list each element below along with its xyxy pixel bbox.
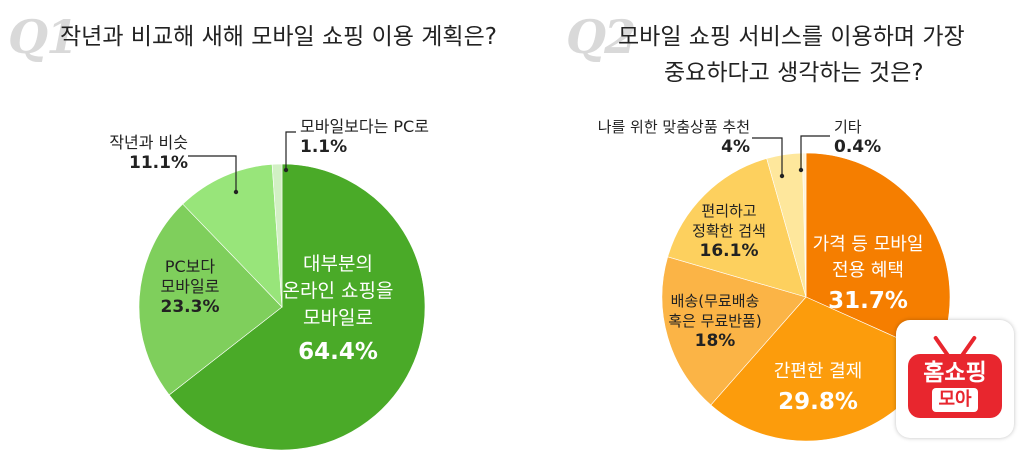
home-shopping-moa-logo: 홈쇼핑 모아 [896,320,1014,438]
q2-slice-label-5-line-1: 나를 위한 맞춤상품 추천 [598,118,750,136]
q2-slice-6 [802,152,807,298]
q1-slice-label-2-line-1: PC보다 [165,257,216,276]
q1-slice-label-1-line-1: 대부분의 [303,253,373,275]
q1-slice-value-4: 1.1% [300,137,347,157]
logo-text-line2: 모아 [932,388,978,412]
q1-leader-dot-3 [233,189,239,195]
q2-badge: Q2 [566,10,636,64]
q2-slice-label-2-line-1: 간편한 결제 [774,361,863,382]
q1-slice-4 [271,163,283,308]
q1-title: 작년과 비교해 새해 모바일 쇼핑 이용 계획은? [60,24,497,50]
q2-title-line2: 중요하다고 생각하는 것은? [664,60,924,86]
q2-slice-label-4-line-2: 정확한 검색 [692,222,766,240]
q2-slice-value-1: 31.7% [828,288,908,314]
q1-slice-label-3-line-1: 작년과 비슷 [109,133,188,152]
q1-slices [138,163,426,450]
q1-slice-label-1-line-2: 온라인 쇼핑을 [283,280,394,302]
q2-slice-label-1-line-1: 가격 등 모바일 [813,234,924,255]
q2-slice-value-5: 4% [721,137,750,157]
q2-slice-3 [661,256,807,406]
logo-text-line1: 홈쇼핑 [923,360,987,386]
q2-slice-label-1-line-2: 전용 혜택 [832,260,904,281]
q2-leader-line-6 [800,135,830,170]
q1-slice-label-1-line-3: 모바일로 [303,307,373,329]
q2-slice-value-4: 16.1% [700,241,759,261]
q1-leader-line-3 [188,155,237,192]
q1-leader-line-4 [285,131,296,170]
q2-slice-label-6-line-1: 기타 [834,118,862,136]
q1-slice-value-3: 11.1% [129,153,188,173]
q2-leader-line-5 [752,137,783,176]
q1-slice-value-1: 64.4% [298,339,378,365]
q1-slice-label-4-line-1: 모바일보다는 PC로 [300,117,429,136]
q2-slice-label-4-line-1: 편리하고 [701,202,756,220]
q1-slice-value-2: 23.3% [161,297,220,317]
q2-slices [661,152,951,442]
q1-badge: Q1 [8,10,78,64]
tv-icon: 홈쇼핑 모아 [908,354,1002,418]
q1-slice-3 [182,164,283,308]
q1-slice-1 [168,163,426,450]
q1-leader-dot-4 [283,167,289,173]
q2-slice-value-6: 0.4% [834,137,881,157]
q2-title-line1: 모바일 쇼핑 서비스를 이용하며 가장 [618,24,965,50]
q2-leader-dot-5 [779,173,785,179]
q2-slice-value-2: 29.8% [778,389,858,415]
q1-slice-2 [138,203,283,396]
q2-slice-value-3: 18% [695,331,736,351]
q2-slice-label-3-line-2: 혹은 무료반품) [668,312,761,330]
q2-slice-4 [667,158,807,298]
q2-slice-label-3-line-1: 배송(무료배송 [671,292,760,310]
q2-leader-dot-6 [798,167,804,173]
q1-slice-label-2-line-2: 모바일로 [161,277,220,296]
